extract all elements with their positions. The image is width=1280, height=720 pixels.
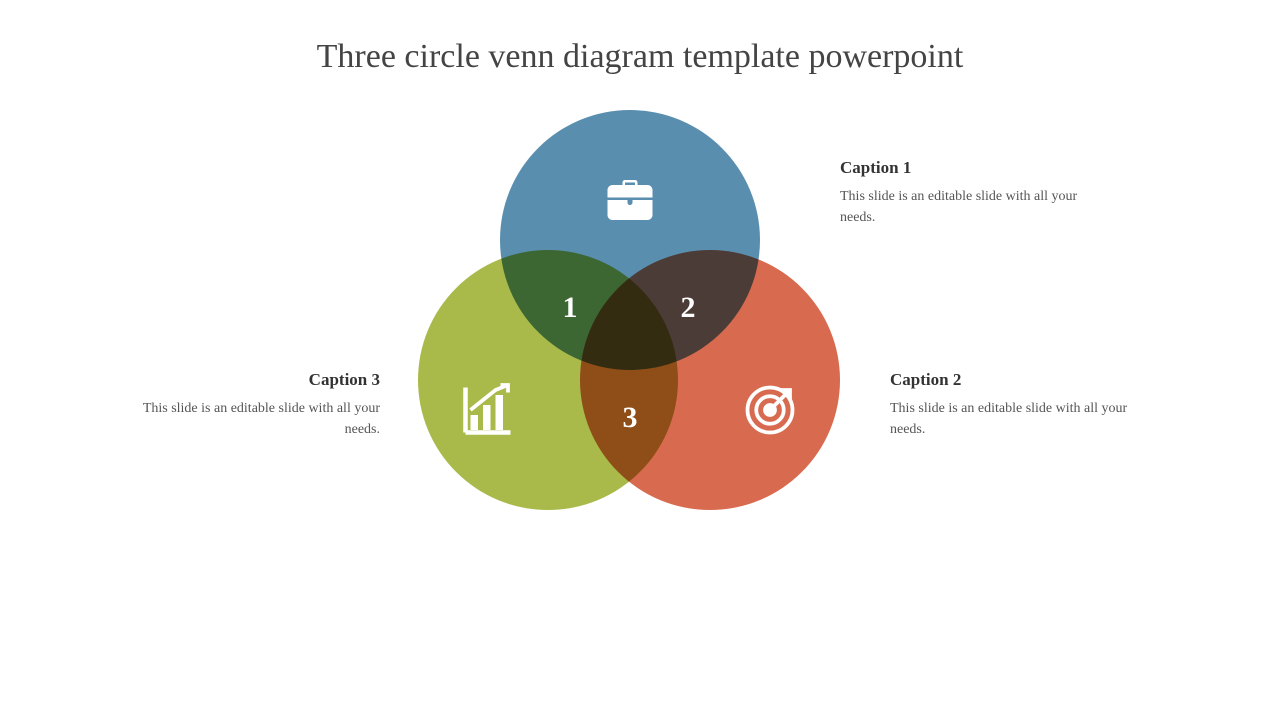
caption-2-body: This slide is an editable slide with all…: [890, 398, 1150, 440]
venn-circle-left: [418, 250, 678, 510]
caption-3-title: Caption 3: [120, 370, 380, 390]
overlap-label-1: 1: [550, 288, 590, 328]
page-title: Three circle venn diagram template power…: [0, 38, 1280, 76]
caption-3: Caption 3 This slide is an editable slid…: [120, 370, 380, 440]
caption-3-body: This slide is an editable slide with all…: [120, 398, 380, 440]
target-icon: [740, 380, 800, 440]
caption-1-body: This slide is an editable slide with all…: [840, 186, 1100, 228]
briefcase-icon: [600, 170, 660, 230]
caption-1-title: Caption 1: [840, 158, 1100, 178]
barchart-icon: [458, 380, 518, 440]
caption-1: Caption 1 This slide is an editable slid…: [840, 158, 1100, 228]
caption-2: Caption 2 This slide is an editable slid…: [890, 370, 1150, 440]
venn-diagram: 1 2 3 Caption 1 This slide is an editabl…: [0, 140, 1280, 700]
caption-2-title: Caption 2: [890, 370, 1150, 390]
overlap-label-3: 3: [610, 398, 650, 438]
overlap-label-2: 2: [668, 288, 708, 328]
